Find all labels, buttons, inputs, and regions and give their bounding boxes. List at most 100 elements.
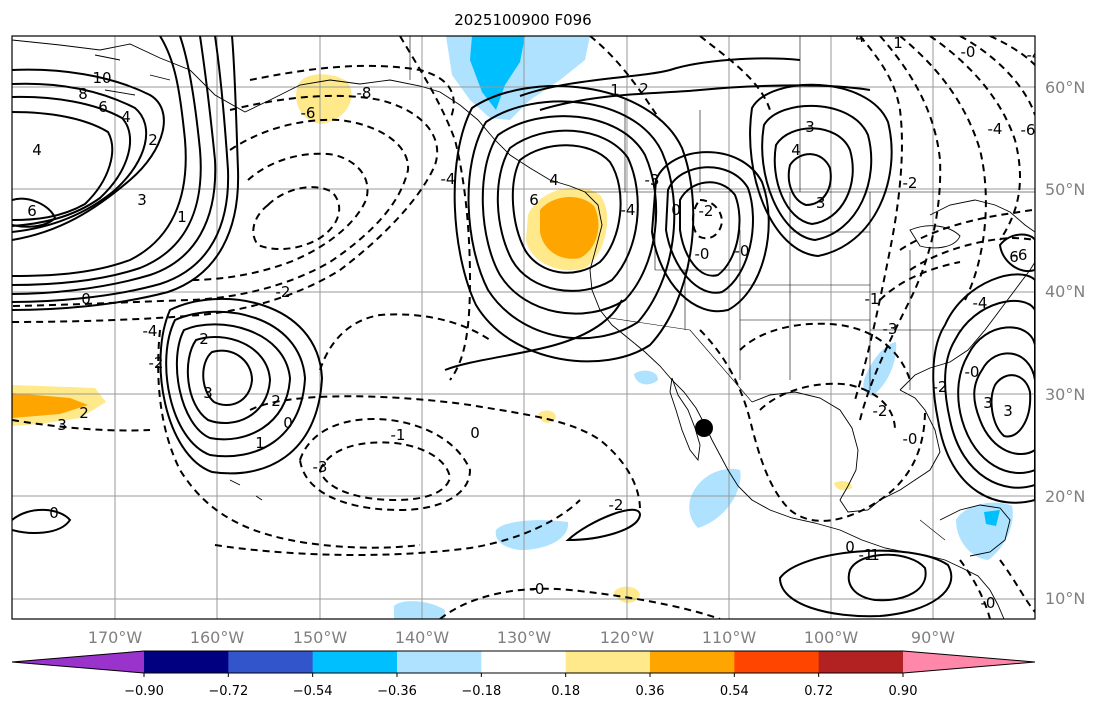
colorbar-segment: [734, 651, 820, 673]
colorbar-tick-label: 0.72: [804, 684, 833, 699]
contour-label: 4: [791, 141, 801, 159]
contour-label: -8: [357, 84, 372, 102]
contour-label: -2: [873, 402, 888, 420]
contour-label: 1: [610, 81, 620, 99]
contour-label: 4: [32, 141, 42, 159]
colorbar-segment: [228, 651, 314, 673]
contour-label: 2: [148, 131, 158, 149]
contour-label: 8: [78, 85, 88, 103]
contour-label: 3: [983, 394, 993, 412]
contour-label: 3: [203, 384, 213, 402]
colorbar: −0.90 −0.72 −0.54 −0.36 −0.18 0.18 0.36 0.54 0.7…: [11, 650, 1036, 699]
lat-label-30n: 30°N: [1045, 385, 1085, 404]
contour-label: 6: [98, 98, 108, 116]
contour-label: -4: [973, 294, 988, 312]
contour-label: 1: [177, 208, 187, 226]
contour-label: -2: [276, 283, 291, 301]
contour-label: -2: [699, 202, 714, 220]
contour-label: -4: [988, 120, 1003, 138]
contour-label: 1: [255, 434, 265, 452]
location-marker-dot: [695, 419, 713, 437]
contour-label: 1: [893, 34, 903, 52]
contour-label: 3: [1003, 402, 1013, 420]
contour-label: -0: [903, 430, 918, 448]
lon-label-150w: 150°W: [293, 628, 348, 647]
contour-label: 6: [529, 191, 539, 209]
contour-label: -2: [903, 174, 918, 192]
contour-label: -3: [883, 320, 898, 338]
contour-label: -1: [859, 546, 874, 564]
contour-label: -2: [609, 496, 624, 514]
contour-label: -6: [1013, 246, 1028, 264]
contour-label: 2: [79, 404, 89, 422]
colorbar-segment: [818, 651, 904, 673]
colorbar-extend-high: [903, 651, 1035, 673]
lat-label-20n: 20°N: [1045, 487, 1085, 506]
lon-label-120w: 120°W: [600, 628, 655, 647]
contour-label: 1: [870, 546, 880, 564]
colorbar-tick-label: 0.54: [720, 684, 749, 699]
lon-label-170w: 170°W: [88, 628, 143, 647]
lon-label-160w: 160°W: [190, 628, 245, 647]
contour-label: 2: [639, 80, 649, 98]
colorbar-segment: [144, 651, 229, 673]
contour-label: -2: [933, 378, 948, 396]
colorbar-tick-label: 0.90: [889, 684, 918, 699]
contour-label: 3: [137, 191, 147, 209]
contour-label: 6: [27, 202, 37, 220]
contour-label: 0: [283, 414, 293, 432]
lon-label-110w: 110°W: [702, 628, 757, 647]
map-border: [11, 35, 1036, 620]
contour-label: -0: [695, 245, 710, 263]
lon-label-90w: 90°W: [911, 628, 955, 647]
lat-label-40n: 40°N: [1045, 282, 1085, 301]
colorbar-segment: [481, 651, 567, 673]
colorbar-segment: [565, 651, 651, 673]
contour-label: -4: [1027, 46, 1042, 64]
colorbar-segment: [650, 651, 735, 673]
contour-label: -1: [391, 426, 406, 444]
lat-label-50n: 50°N: [1045, 180, 1085, 199]
orange-region-westcoast: [540, 196, 599, 259]
colorbar-tick-label: 0.36: [636, 684, 665, 699]
contour-label: -4: [441, 170, 456, 188]
cyan-region-canada: [470, 36, 525, 110]
colorbar-segment: [312, 651, 398, 673]
contour-label: -0: [530, 580, 545, 598]
contour-label: -0: [735, 242, 750, 260]
longitude-labels: 170°W 160°W 150°W 140°W 130°W 120°W 110°…: [88, 628, 955, 647]
lon-label-130w: 130°W: [497, 628, 552, 647]
contour-label: 4: [121, 108, 131, 126]
colorbar-tick-label: −0.36: [377, 684, 417, 699]
contour-label: 0: [845, 538, 855, 556]
contour-label: 0: [81, 290, 91, 308]
contour-label: 3: [805, 118, 815, 136]
contour-labels: 10 8 6 4 2 6 4 3 1 0 2 0 3 2 1 2 3 0 -8 …: [27, 28, 1042, 612]
colorbar-tick-label: −0.72: [208, 684, 248, 699]
map-area: 10 8 6 4 2 6 4 3 1 0 2 0 3 2 1 2 3 0 -8 …: [12, 28, 1042, 619]
lon-label-100w: 100°W: [804, 628, 859, 647]
contour-label: 2: [271, 392, 281, 410]
contour-label: -4: [621, 201, 636, 219]
contour-label: 4: [855, 28, 865, 46]
contour-label: -6: [301, 104, 316, 122]
contour-label: 0: [49, 504, 59, 522]
colorbar-segment: [397, 651, 482, 673]
latitude-labels: 60°N 50°N 40°N 30°N 20°N 10°N: [1045, 78, 1085, 608]
contour-label: 3: [57, 416, 67, 434]
contour-label: -0: [965, 363, 980, 381]
colorbar-tick-label: −0.90: [124, 684, 164, 699]
lat-label-10n: 10°N: [1045, 589, 1085, 608]
contour-label: -1: [865, 290, 880, 308]
contour-label: 0: [671, 201, 681, 219]
contour-label: -3: [811, 194, 826, 212]
contour-label: -2: [149, 354, 164, 372]
dashed-contours: [12, 36, 1035, 619]
contour-label: -3: [645, 171, 660, 189]
contour-label: -6: [1021, 121, 1036, 139]
contour-label: 10: [92, 69, 111, 87]
political-borders: [409, 36, 1035, 541]
colorbar-tick-label: −0.18: [461, 684, 501, 699]
lon-label-140w: 140°W: [395, 628, 450, 647]
